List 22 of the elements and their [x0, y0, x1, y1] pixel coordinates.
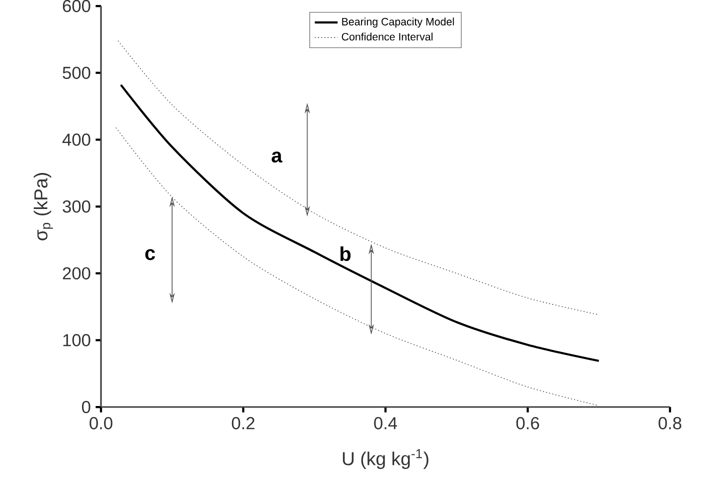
- annotation: c: [145, 249, 156, 260]
- x-tick-label: 0.0: [90, 417, 112, 430]
- y-tick-label: 600: [62, 0, 90, 12]
- y-tick-label: 500: [62, 66, 90, 79]
- x-tick-label: 0.6: [516, 417, 540, 430]
- x-tick-label: 0.2: [232, 417, 254, 430]
- annotation: a: [272, 152, 282, 163]
- line-series: [116, 127, 600, 406]
- line-series: [120, 84, 600, 362]
- y-axis-title: σ$_{p}$ (kPa): [34, 173, 53, 240]
- y-tick-label: 100: [63, 334, 90, 346]
- y-tick-label: 300: [62, 200, 90, 213]
- annotation: b: [340, 246, 351, 262]
- legend-label: Bearing Capacity Model: [342, 18, 454, 28]
- y-tick-label: 200: [62, 267, 90, 280]
- x-tick-label: 0.8: [658, 417, 682, 430]
- legend-label: Confidence Interval: [342, 32, 432, 41]
- y-tick-label: 0: [82, 400, 90, 414]
- y-tick-label: 400: [62, 134, 90, 146]
- line-series: [118, 40, 600, 316]
- x-tick-label: 0.4: [374, 417, 398, 430]
- x-axis-title: U (kg kg$^{-1}$): [342, 449, 428, 469]
